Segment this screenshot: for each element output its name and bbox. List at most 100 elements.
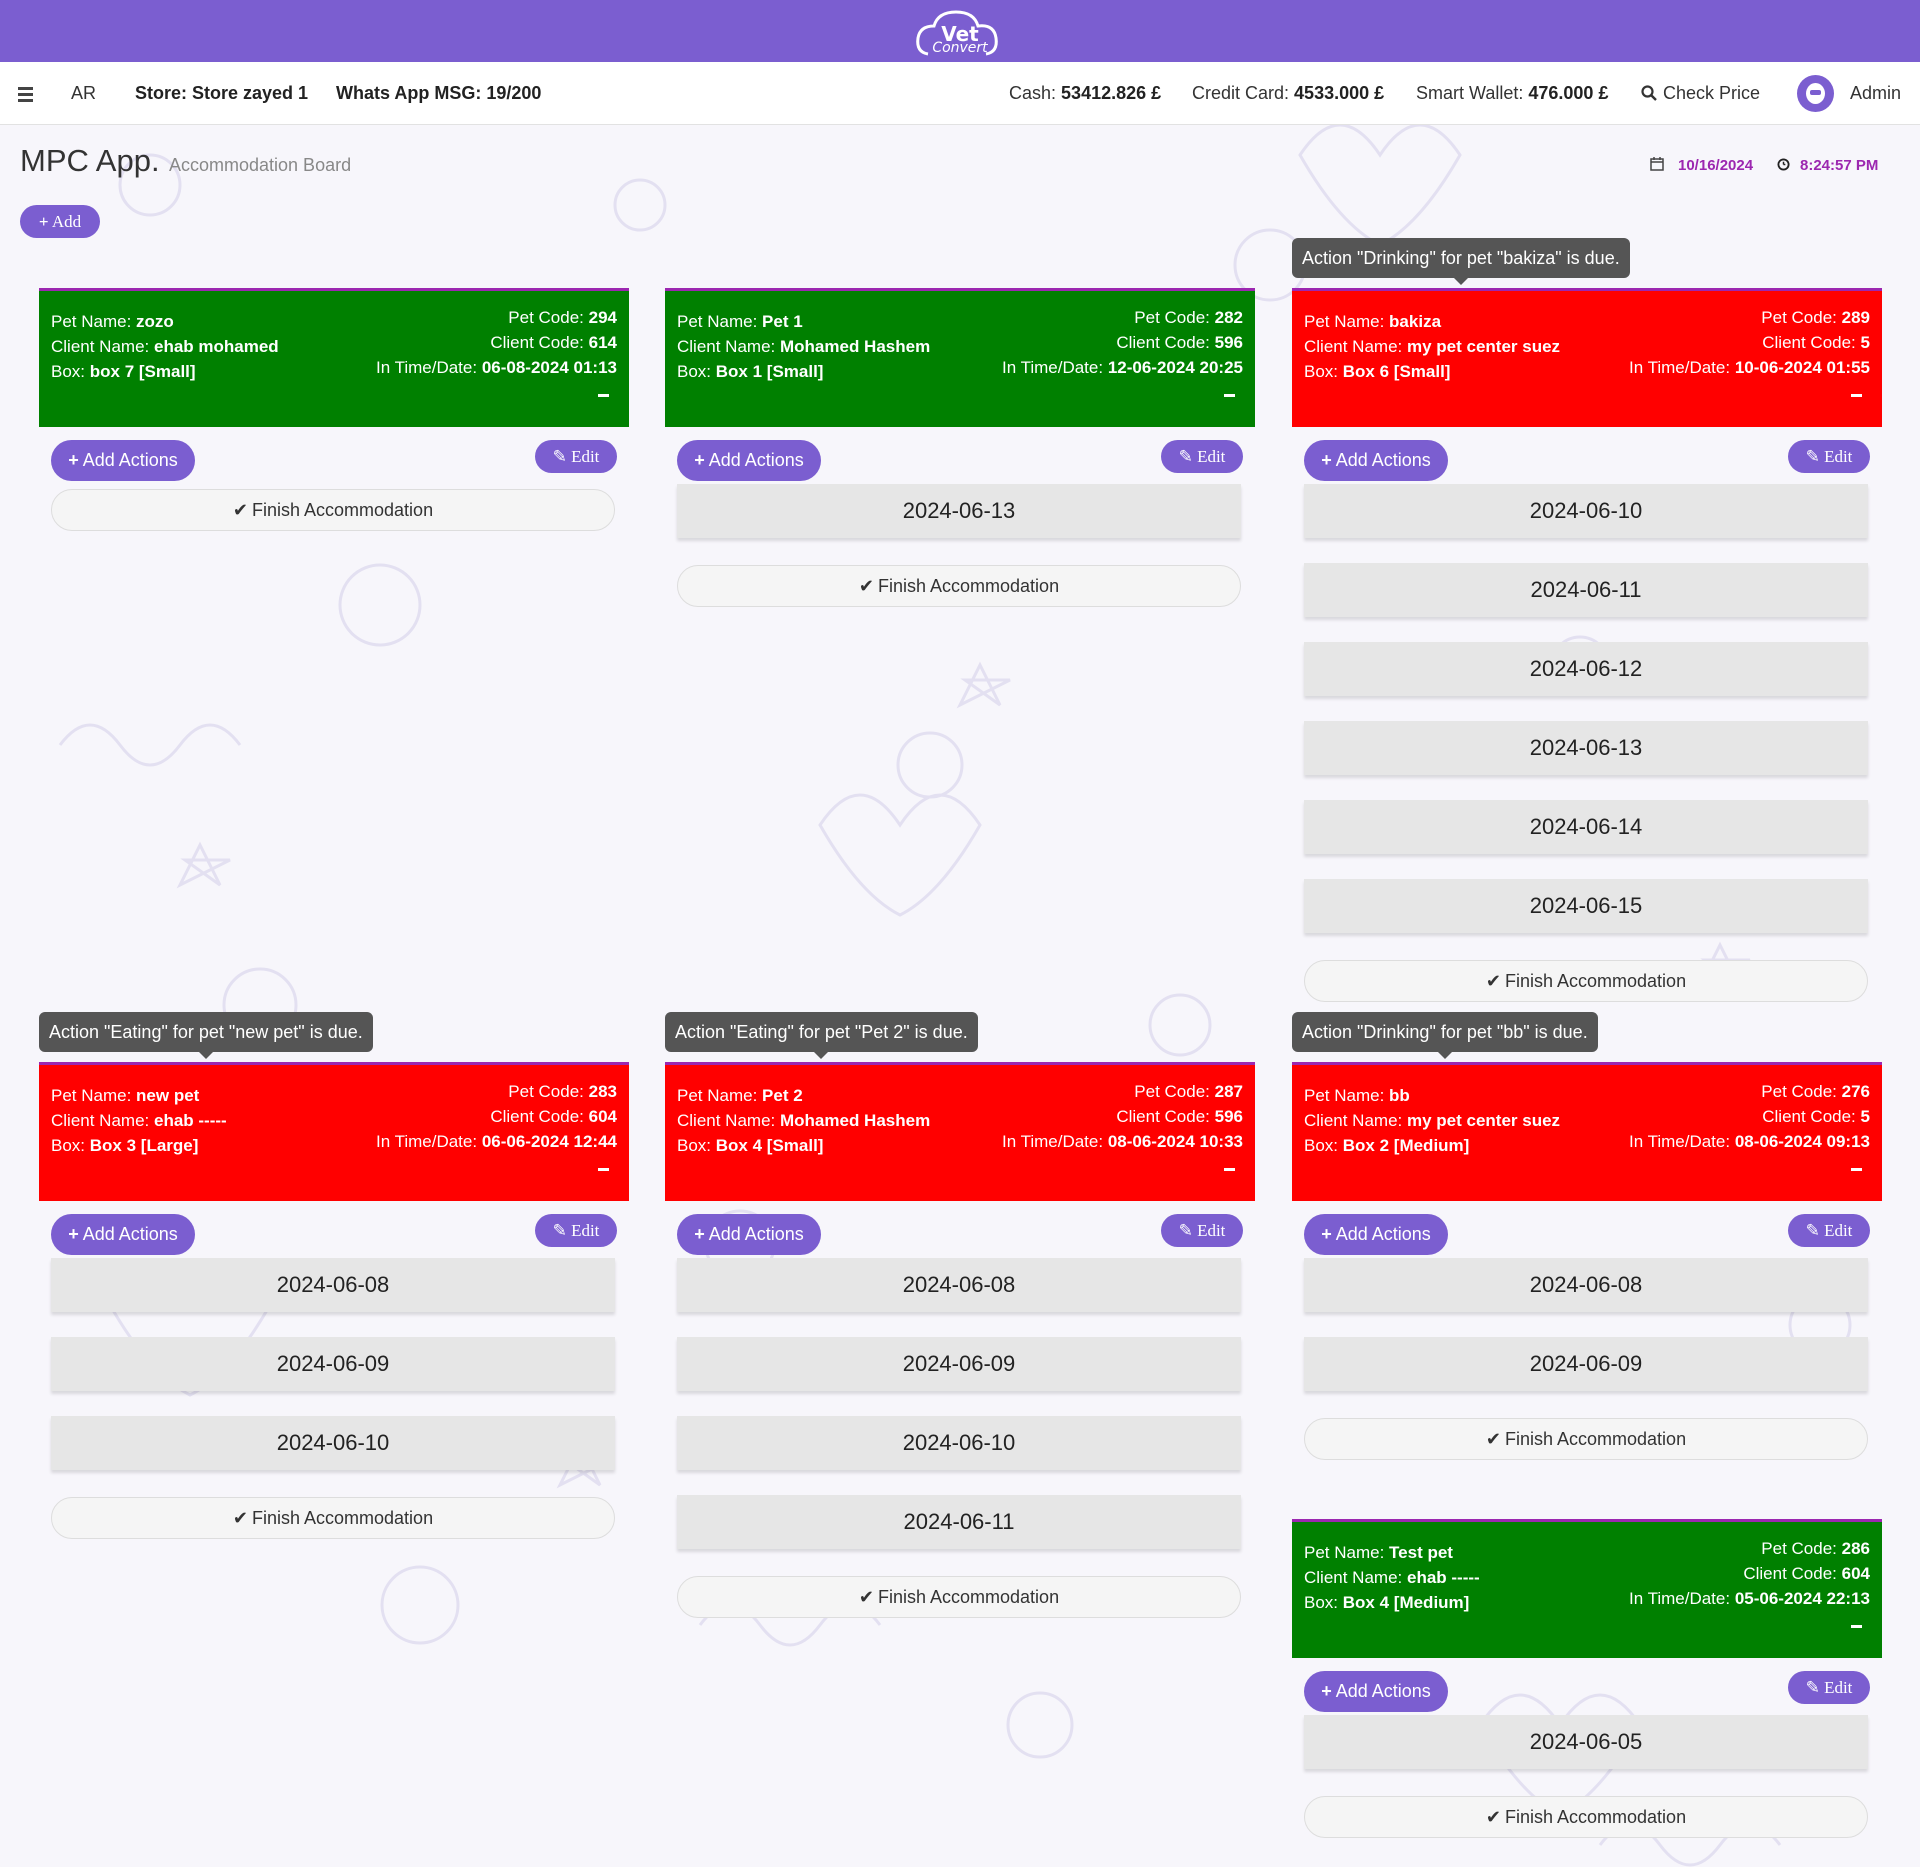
date-row[interactable]: 2024-06-11 (1304, 563, 1868, 617)
edit-button[interactable]: ✎ Edit (1788, 1214, 1870, 1247)
collapse-icon[interactable] (1224, 1168, 1235, 1171)
edit-button[interactable]: ✎ Edit (535, 1214, 617, 1247)
check-icon: ✔ (232, 1508, 248, 1528)
finish-accommodation-button[interactable]: ✔ Finish Accommodation (677, 1576, 1241, 1618)
pet-info: Pet Name: Pet 1 Client Name: Mohamed Hash… (677, 309, 930, 384)
add-actions-button[interactable]: + Add Actions (677, 440, 821, 481)
check-icon: ✔ (1485, 1807, 1501, 1827)
accommodation-card: Action "Drinking" for pet "bb" is due. Pe… (1292, 1012, 1882, 1460)
add-actions-button[interactable]: + Add Actions (1304, 440, 1448, 481)
pet-code: Pet Code: 286 (1761, 1539, 1870, 1558)
vet-convert-logo[interactable]: Vet Convert (914, 6, 1006, 58)
client-name: Client Name: my pet center suez (1304, 337, 1561, 356)
pet-code: Pet Code: 289 (1761, 308, 1870, 327)
box-info: Box: Box 1 [Small] (677, 362, 824, 381)
date-row[interactable]: 2024-06-10 (51, 1416, 615, 1470)
date-row[interactable]: 2024-06-10 (677, 1416, 1241, 1470)
box-info: Box: Box 6 [Small] (1304, 362, 1451, 381)
collapse-icon[interactable] (598, 1168, 609, 1171)
finish-accommodation-button[interactable]: ✔ Finish Accommodation (51, 1497, 615, 1539)
date-row[interactable]: 2024-06-09 (51, 1337, 615, 1391)
date-row[interactable]: 2024-06-11 (677, 1495, 1241, 1549)
check-price-link[interactable]: Check Price (1641, 62, 1760, 125)
collapse-icon[interactable] (1851, 1625, 1862, 1628)
plus-icon: + (694, 1224, 705, 1244)
user-menu[interactable]: Admin (1850, 83, 1902, 103)
date-row[interactable]: 2024-06-08 (677, 1258, 1241, 1312)
in-time: In Time/Date: 12-06-2024 20:25 (1001, 358, 1243, 377)
menu-icon[interactable] (18, 62, 36, 125)
edit-icon: ✎ (1805, 1221, 1820, 1240)
card-header: Pet Name: new pet Client Name: ehab -----… (39, 1062, 629, 1201)
date-row[interactable]: 2024-06-09 (1304, 1337, 1868, 1391)
add-actions-button[interactable]: + Add Actions (1304, 1671, 1448, 1712)
in-time: In Time/Date: 06-08-2024 01:13 (375, 358, 617, 377)
store-selector[interactable]: Store: Store zayed 1 (135, 83, 309, 103)
date-row[interactable]: 2024-06-08 (51, 1258, 615, 1312)
current-time: 8:24:57 PM (1777, 157, 1878, 174)
whatsapp-counter: Whats App MSG: 19/200 (336, 83, 542, 103)
card-header: Pet Name: Pet 2 Client Name: Mohamed Hash… (665, 1062, 1255, 1201)
add-actions-button[interactable]: + Add Actions (51, 440, 195, 481)
edit-icon: ✎ (1178, 447, 1193, 466)
edit-button[interactable]: ✎ Edit (1161, 1214, 1243, 1247)
box-info: Box: Box 4 [Medium] (1304, 1593, 1470, 1612)
client-code: Client Code: 596 (1116, 1107, 1243, 1126)
edit-button[interactable]: ✎ Edit (1161, 440, 1243, 473)
date-row[interactable]: 2024-06-05 (1304, 1715, 1868, 1769)
collapse-icon[interactable] (1224, 394, 1235, 397)
clock-icon (1777, 158, 1790, 171)
action-due-tooltip: Action "Drinking" for pet "bakiza" is du… (1292, 238, 1630, 285)
pet-name: Pet Name: Test pet (1304, 1543, 1453, 1562)
finish-accommodation-button[interactable]: ✔ Finish Accommodation (1304, 1418, 1868, 1460)
finish-accommodation-button[interactable]: ✔ Finish Accommodation (1304, 1796, 1868, 1838)
calendar-icon (1650, 157, 1664, 171)
pet-name: Pet Name: Pet 1 (677, 312, 803, 331)
collapse-icon[interactable] (1851, 394, 1862, 397)
add-actions-button[interactable]: + Add Actions (677, 1214, 821, 1255)
action-due-tooltip: Action "Eating" for pet "new pet" is due… (39, 1012, 373, 1059)
add-actions-button[interactable]: + Add Actions (1304, 1214, 1448, 1255)
pet-info: Pet Name: Pet 2 Client Name: Mohamed Hash… (677, 1083, 930, 1158)
navbar: AR Store: Store zayed 1 Whats App MSG: 1… (0, 62, 1920, 125)
plus-icon: + (38, 212, 49, 231)
pet-code: Pet Code: 283 (508, 1082, 617, 1101)
date-row[interactable]: 2024-06-14 (1304, 800, 1868, 854)
card-header: Pet Name: bb Client Name: my pet center s… (1292, 1062, 1882, 1201)
plus-icon: + (68, 450, 79, 470)
date-row[interactable]: 2024-06-08 (1304, 1258, 1868, 1312)
card-header: Pet Name: Test pet Client Name: ehab ----… (1292, 1519, 1882, 1658)
date-row[interactable]: 2024-06-09 (677, 1337, 1241, 1391)
add-actions-button[interactable]: + Add Actions (51, 1214, 195, 1255)
pet-name: Pet Name: bb (1304, 1086, 1410, 1105)
collapse-icon[interactable] (1851, 1168, 1862, 1171)
date-row[interactable]: 2024-06-13 (677, 484, 1241, 538)
date-row[interactable]: 2024-06-15 (1304, 879, 1868, 933)
pet-name: Pet Name: Pet 2 (677, 1086, 803, 1105)
edit-button[interactable]: ✎ Edit (1788, 1671, 1870, 1704)
card-header: Pet Name: zozo Client Name: ehab mohamed B… (39, 288, 629, 427)
check-icon: ✔ (858, 576, 874, 596)
plus-icon: + (694, 450, 705, 470)
add-button[interactable]: + Add (20, 205, 100, 238)
client-name: Client Name: Mohamed Hashem (677, 337, 931, 356)
user-avatar[interactable] (1797, 75, 1834, 112)
smart-wallet-balance: Smart Wallet: 476.000 £ (1416, 83, 1609, 103)
collapse-icon[interactable] (598, 394, 609, 397)
box-info: Box: Box 3 [Large] (51, 1136, 199, 1155)
date-row[interactable]: 2024-06-13 (1304, 721, 1868, 775)
card-header: Pet Name: Pet 1 Client Name: Mohamed Hash… (665, 288, 1255, 427)
client-code: Client Code: 596 (1116, 333, 1243, 352)
edit-button[interactable]: ✎ Edit (535, 440, 617, 473)
pet-info: Pet Name: bakiza Client Name: my pet cent… (1304, 309, 1560, 384)
finish-accommodation-button[interactable]: ✔ Finish Accommodation (1304, 960, 1868, 1002)
plus-icon: + (1321, 450, 1332, 470)
client-name: Client Name: ehab ----- (51, 1111, 227, 1130)
finish-accommodation-button[interactable]: ✔ Finish Accommodation (677, 565, 1241, 607)
pet-info: Pet Name: bb Client Name: my pet center s… (1304, 1083, 1560, 1158)
edit-button[interactable]: ✎ Edit (1788, 440, 1870, 473)
language-toggle[interactable]: AR (71, 83, 97, 103)
finish-accommodation-button[interactable]: ✔ Finish Accommodation (51, 489, 615, 531)
date-row[interactable]: 2024-06-10 (1304, 484, 1868, 538)
date-row[interactable]: 2024-06-12 (1304, 642, 1868, 696)
